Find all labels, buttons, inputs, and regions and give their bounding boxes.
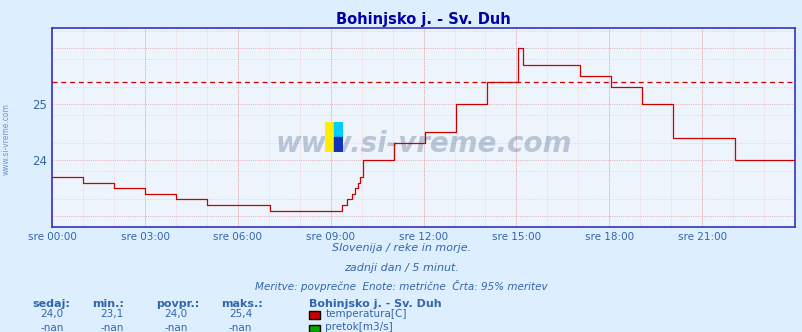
Text: 23,1: 23,1 [100,309,124,319]
Text: 24,0: 24,0 [164,309,188,319]
Text: povpr.:: povpr.: [156,299,200,309]
Text: -nan: -nan [164,323,188,332]
Text: Bohinjsko j. - Sv. Duh: Bohinjsko j. - Sv. Duh [309,299,441,309]
Text: sedaj:: sedaj: [32,299,70,309]
Text: pretok[m3/s]: pretok[m3/s] [325,322,392,332]
Text: temperatura[C]: temperatura[C] [325,309,406,319]
Text: maks.:: maks.: [221,299,262,309]
Text: zadnji dan / 5 minut.: zadnji dan / 5 minut. [343,263,459,273]
Text: -nan: -nan [40,323,63,332]
Text: min.:: min.: [92,299,124,309]
Text: 24,0: 24,0 [40,309,63,319]
Text: Meritve: povprečne  Enote: metrične  Črta: 95% meritev: Meritve: povprečne Enote: metrične Črta:… [255,280,547,291]
Text: 25,4: 25,4 [229,309,252,319]
Text: -nan: -nan [229,323,252,332]
Title: Bohinjsko j. - Sv. Duh: Bohinjsko j. - Sv. Duh [336,12,510,27]
Bar [325,122,334,152]
Bar [334,122,342,137]
Text: www.si-vreme.com: www.si-vreme.com [2,104,11,175]
Text: -nan: -nan [100,323,124,332]
Text: www.si-vreme.com: www.si-vreme.com [275,130,571,158]
Bar [334,137,342,152]
Text: Slovenija / reke in morje.: Slovenija / reke in morje. [331,243,471,253]
